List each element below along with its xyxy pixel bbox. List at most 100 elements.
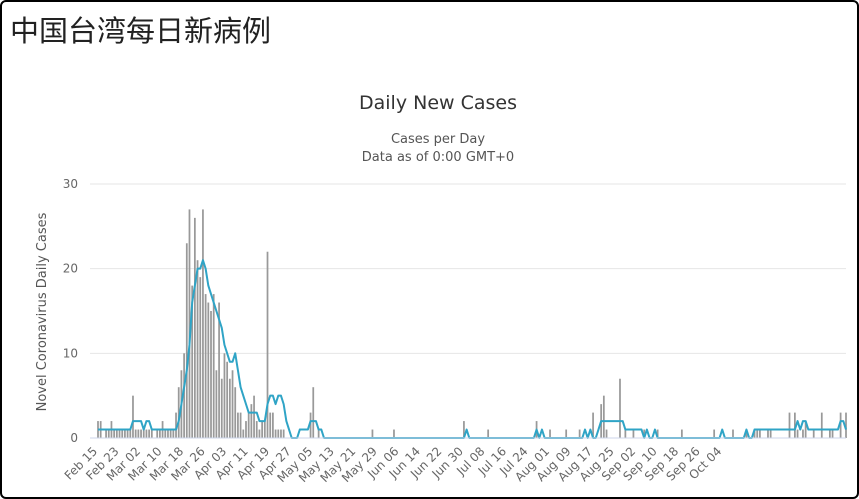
bar — [137, 429, 140, 438]
bar — [118, 429, 121, 438]
bar — [212, 294, 215, 438]
bar — [196, 260, 199, 438]
bar — [199, 277, 202, 438]
bar — [393, 429, 395, 438]
bar — [245, 421, 247, 438]
bar — [274, 429, 277, 438]
bar — [266, 251, 269, 438]
y-axis-label: Novel Coronavirus Daily Cases — [35, 212, 50, 411]
bar — [175, 412, 177, 438]
bar — [105, 429, 107, 438]
bar — [643, 429, 646, 438]
bar — [134, 429, 137, 438]
bar — [269, 412, 272, 438]
bar — [756, 429, 759, 438]
bar — [602, 395, 605, 438]
bar — [242, 429, 245, 438]
bar — [234, 387, 237, 438]
bar — [624, 429, 627, 438]
bar — [272, 412, 274, 438]
bar — [204, 294, 207, 438]
bar — [767, 429, 769, 438]
bar — [156, 429, 159, 438]
bar — [745, 429, 748, 438]
bar — [255, 421, 258, 438]
bar — [632, 429, 635, 438]
bar — [578, 429, 581, 438]
bar — [142, 429, 145, 438]
bar — [220, 378, 223, 438]
bar — [804, 421, 807, 438]
bar — [258, 429, 261, 438]
bar — [159, 429, 161, 438]
bar — [309, 412, 312, 438]
bar — [796, 429, 799, 438]
bar — [549, 429, 551, 438]
bar — [126, 429, 129, 438]
y-tick-label: 10 — [63, 346, 78, 360]
bar — [231, 370, 234, 438]
bar — [713, 429, 716, 438]
bar — [263, 421, 266, 438]
y-tick-label: 20 — [63, 262, 78, 276]
bar — [191, 285, 194, 438]
chart-subtitle-line-2: Data as of 0:00 GMT+0 — [362, 150, 514, 165]
chart-subtitle-line-1: Cases per Day — [391, 132, 485, 147]
bar — [183, 353, 185, 438]
bar — [371, 429, 374, 438]
bar — [185, 243, 188, 438]
bar — [129, 429, 132, 438]
bar — [769, 429, 772, 438]
bar-series — [97, 209, 847, 438]
bar — [172, 429, 175, 438]
bar — [239, 412, 242, 438]
bar — [250, 404, 253, 438]
bar — [788, 412, 791, 438]
bar — [592, 412, 594, 438]
bar — [802, 429, 804, 438]
bar — [277, 429, 280, 438]
bar — [148, 429, 150, 438]
bar — [215, 370, 218, 438]
bar — [253, 395, 255, 438]
y-tick-label: 0 — [70, 431, 78, 445]
bar — [145, 429, 148, 438]
bar — [831, 429, 834, 438]
bar — [280, 429, 282, 438]
bar — [140, 429, 142, 438]
bar — [210, 311, 212, 438]
bar — [188, 209, 191, 438]
bar — [845, 412, 847, 438]
y-tick-label: 30 — [63, 177, 78, 191]
bar — [115, 429, 118, 438]
bar — [487, 429, 490, 438]
bar — [759, 429, 761, 438]
bar — [656, 429, 659, 438]
bar — [317, 429, 320, 438]
page-title: 中国台湾每日新病例 — [10, 14, 272, 48]
bar — [169, 429, 172, 438]
bar — [223, 353, 226, 438]
bar — [812, 429, 815, 438]
bar — [226, 361, 229, 438]
bar — [113, 429, 116, 438]
bar — [753, 429, 756, 438]
bar — [167, 429, 169, 438]
bar — [121, 429, 124, 438]
bar — [164, 429, 167, 438]
chart-title: Daily New Cases — [359, 92, 517, 114]
bar — [605, 429, 608, 438]
grid-lines — [90, 183, 846, 354]
bar — [207, 302, 210, 438]
bar — [150, 429, 153, 438]
bar — [177, 387, 180, 438]
bar — [237, 412, 239, 438]
bar — [312, 387, 315, 438]
bar — [132, 395, 134, 438]
bar — [124, 429, 126, 438]
bar — [619, 378, 621, 438]
bar — [732, 429, 734, 438]
bar — [282, 429, 285, 438]
